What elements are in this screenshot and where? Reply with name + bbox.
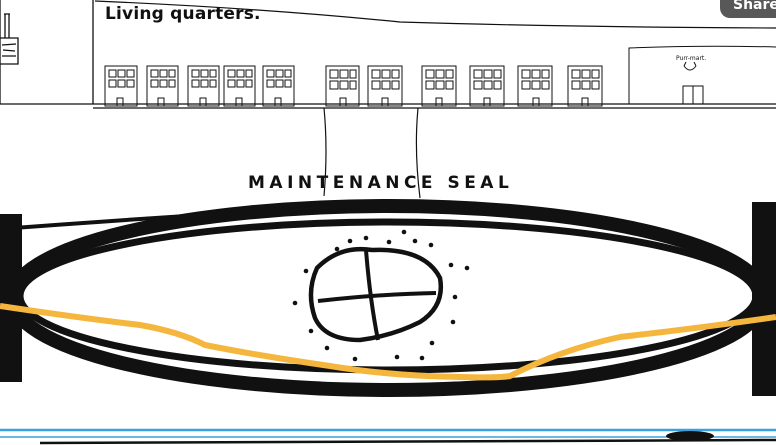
left-wall-panel — [0, 0, 94, 105]
apartment-8 — [421, 65, 457, 107]
apartment-7 — [367, 65, 403, 107]
apartment-3 — [187, 65, 220, 107]
control-box-icon — [0, 13, 19, 65]
maintenance-seal-ring — [0, 199, 776, 397]
share-button[interactable]: Share — [720, 0, 776, 18]
apartment-10 — [517, 65, 553, 107]
purr-mart-shop — [628, 45, 776, 105]
apartment-6 — [325, 65, 360, 107]
apartment-2 — [146, 65, 179, 107]
page-title: Living quarters. — [105, 4, 261, 24]
hanging-wires — [323, 107, 421, 199]
apartment-5 — [262, 65, 295, 107]
seal-lock-icon — [292, 229, 470, 362]
bottom-floor — [0, 428, 776, 445]
orange-path-line — [0, 303, 776, 381]
shop-label: Purr-mart. — [676, 55, 707, 62]
cat-face-icon — [683, 61, 697, 71]
apartment-11 — [567, 65, 603, 107]
apartment-9 — [469, 65, 505, 107]
floor-blob — [666, 431, 714, 441]
apartment-1 — [104, 65, 138, 107]
apartment-4 — [223, 65, 256, 107]
seal-label: MAINTENANCE SEAL — [248, 173, 514, 193]
apartment-doors — [104, 65, 603, 107]
living-quarters-wall — [93, 0, 776, 109]
